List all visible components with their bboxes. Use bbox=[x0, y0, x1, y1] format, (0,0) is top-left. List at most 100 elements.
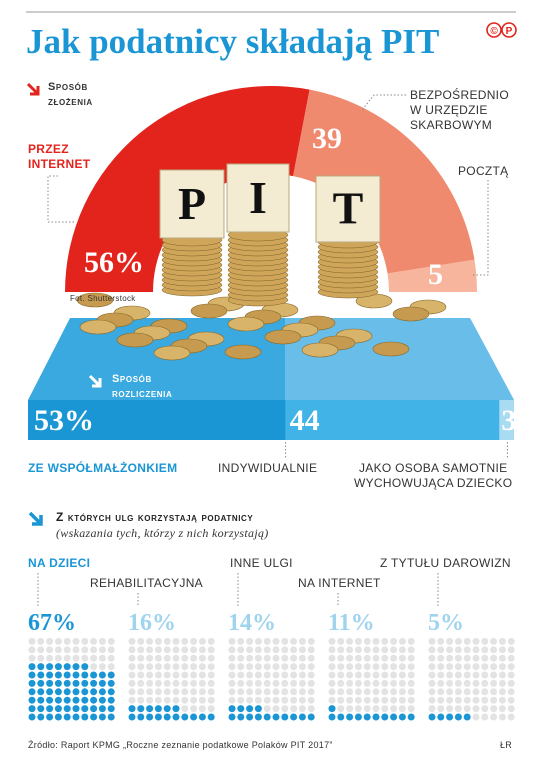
waffle-dot bbox=[407, 688, 415, 696]
waffle-dot bbox=[307, 688, 315, 696]
waffle-dot-filled bbox=[98, 679, 106, 687]
waffle-dot bbox=[328, 679, 336, 687]
waffle-dot bbox=[228, 637, 236, 645]
waffle-dot bbox=[481, 688, 489, 696]
waffle-dot bbox=[198, 679, 206, 687]
waffle-dot-filled bbox=[307, 713, 315, 721]
waffle-dot bbox=[72, 646, 80, 654]
letter-block bbox=[226, 163, 290, 233]
waffle-dot bbox=[246, 646, 254, 654]
waffle-dot bbox=[181, 696, 189, 704]
waffle-dot bbox=[154, 646, 162, 654]
waffle-dot bbox=[272, 637, 280, 645]
waffle-dot-filled bbox=[37, 663, 45, 671]
waffle-dot-filled bbox=[37, 705, 45, 713]
waffle-dot bbox=[363, 688, 371, 696]
waffle-dot bbox=[163, 646, 171, 654]
waffle-dot-filled bbox=[81, 705, 89, 713]
photo-letter: P bbox=[178, 178, 206, 229]
waffle-dot-filled bbox=[37, 688, 45, 696]
waffle-dot bbox=[190, 671, 198, 679]
waffle-dot bbox=[381, 688, 389, 696]
waffle-dot bbox=[281, 663, 289, 671]
logo-letter: © bbox=[490, 26, 498, 37]
waffle-dot bbox=[354, 646, 362, 654]
waffle-dot bbox=[407, 637, 415, 645]
bar-segment bbox=[499, 400, 514, 440]
waffle-dot bbox=[428, 696, 436, 704]
waffle-dot bbox=[81, 646, 89, 654]
waffle-dot bbox=[181, 705, 189, 713]
waffle-dot bbox=[446, 696, 454, 704]
waffle-dot-filled bbox=[37, 679, 45, 687]
waffle-dot bbox=[63, 637, 71, 645]
waffle-dot bbox=[54, 654, 62, 662]
waffle-dot-filled bbox=[81, 663, 89, 671]
waffle-dot-filled bbox=[146, 705, 154, 713]
waffle-dot bbox=[398, 654, 406, 662]
arrow-icon bbox=[88, 374, 102, 388]
waffle-dot bbox=[63, 654, 71, 662]
waffle-dot bbox=[363, 654, 371, 662]
waffle-dot-filled bbox=[46, 696, 54, 704]
waffle-dot bbox=[363, 646, 371, 654]
waffle-dot-filled bbox=[37, 696, 45, 704]
waffle-dot bbox=[272, 663, 280, 671]
waffle-dot bbox=[181, 646, 189, 654]
waffle-dot bbox=[381, 646, 389, 654]
waffle-dot bbox=[307, 696, 315, 704]
waffle-dot bbox=[498, 671, 506, 679]
waffle-dot bbox=[281, 705, 289, 713]
waffle-dot bbox=[298, 671, 306, 679]
waffle-dot bbox=[346, 654, 354, 662]
waffle-dot bbox=[237, 688, 245, 696]
waffle-dot bbox=[137, 679, 145, 687]
waffle-dot bbox=[481, 663, 489, 671]
waffle-dot bbox=[372, 679, 380, 687]
waffle-dot bbox=[328, 646, 336, 654]
waffle-dot bbox=[354, 679, 362, 687]
coin bbox=[301, 342, 339, 358]
waffle-dot bbox=[363, 705, 371, 713]
waffle-dot bbox=[137, 646, 145, 654]
arrow-icon bbox=[26, 82, 40, 96]
waffle bbox=[328, 637, 415, 721]
waffle-dot bbox=[337, 646, 345, 654]
waffle-dot bbox=[246, 696, 254, 704]
waffle-dot bbox=[237, 654, 245, 662]
waffle-dot bbox=[63, 646, 71, 654]
waffle-dot bbox=[463, 705, 471, 713]
waffle-dot bbox=[481, 713, 489, 721]
waffle-dot bbox=[381, 705, 389, 713]
photo-letter: T bbox=[333, 183, 364, 234]
waffle-dot-filled bbox=[463, 713, 471, 721]
waffle-dot-filled bbox=[107, 713, 115, 721]
waffle-dot bbox=[507, 679, 515, 687]
waffle-dot bbox=[207, 663, 215, 671]
waffle-dot bbox=[37, 637, 45, 645]
waffle-dot bbox=[463, 671, 471, 679]
waffle-dot-filled bbox=[46, 688, 54, 696]
waffle-dot bbox=[437, 688, 445, 696]
waffle-dot bbox=[463, 679, 471, 687]
waffle-dot bbox=[490, 696, 498, 704]
waffle-dot bbox=[381, 654, 389, 662]
waffle-dot bbox=[290, 663, 298, 671]
waffle-dot bbox=[437, 679, 445, 687]
waffle-dot bbox=[146, 679, 154, 687]
waffle-dot bbox=[246, 679, 254, 687]
waffle-dot bbox=[228, 679, 236, 687]
waffle-dot-filled bbox=[128, 713, 136, 721]
waffle-dot bbox=[390, 646, 398, 654]
waffle-dot bbox=[98, 637, 106, 645]
waffle-dot-filled bbox=[46, 671, 54, 679]
waffle-dot bbox=[346, 679, 354, 687]
waffle-dot bbox=[298, 688, 306, 696]
waffle-dot bbox=[346, 663, 354, 671]
waffle-dot bbox=[390, 688, 398, 696]
waffle-dot bbox=[263, 663, 271, 671]
waffle-dot bbox=[481, 679, 489, 687]
waffle-dot bbox=[172, 696, 180, 704]
waffle-dot bbox=[246, 637, 254, 645]
